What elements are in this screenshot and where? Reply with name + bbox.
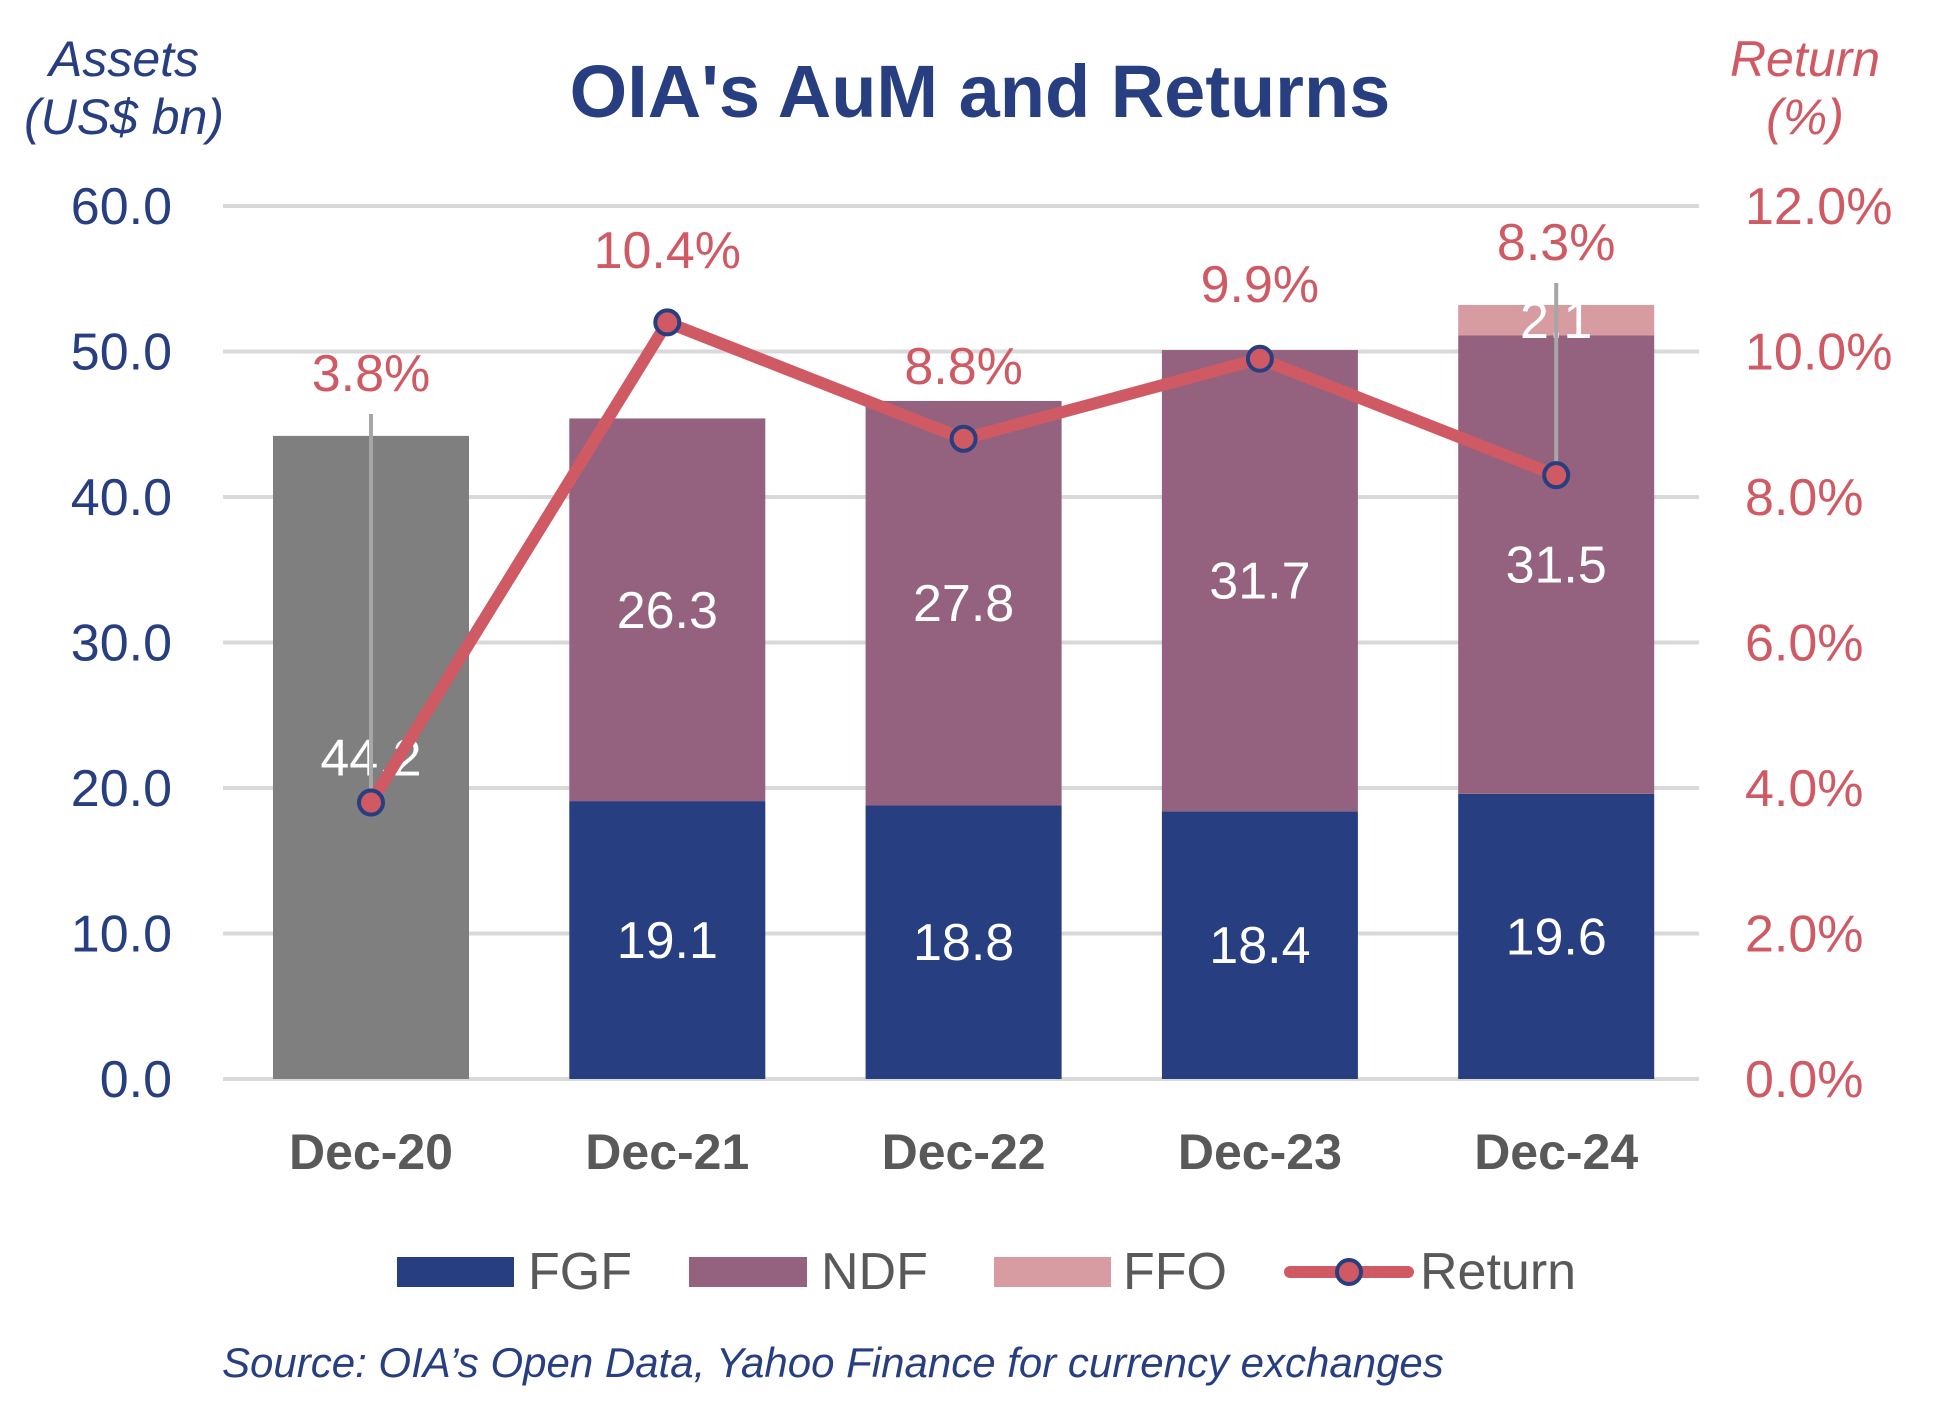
return-label-dec-24: 8.3% xyxy=(1497,214,1616,272)
return-marker-dec-21 xyxy=(653,308,682,337)
return-line-series xyxy=(357,308,1571,817)
right-tick-label: 2.0% xyxy=(1745,906,1864,964)
return-marker-dec-20 xyxy=(357,788,385,817)
left-tick-label: 20.0 xyxy=(71,760,172,818)
return-marker-dec-22 xyxy=(949,424,978,453)
right-tick-label: 10.0% xyxy=(1745,324,1892,382)
left-tick-label: 60.0 xyxy=(71,178,172,236)
right-tick-label: 8.0% xyxy=(1745,469,1864,527)
return-marker-dec-24 xyxy=(1542,461,1571,490)
bar-ndf-dec-23 xyxy=(1161,350,1358,812)
left-axis-ticks: 0.0 10.0 20.0 30.0 40.0 50.0 60.0 xyxy=(71,178,172,1109)
bar-fgf-dec-22 xyxy=(865,805,1062,1079)
legend-label-ffo: FFO xyxy=(1123,1243,1227,1301)
bar-fgf-dec-21 xyxy=(569,801,766,1079)
legend-item-return[interactable]: Return xyxy=(1284,1243,1576,1301)
return-data-labels: 3.8% 10.4% 8.8% 9.9% 8.3% xyxy=(312,214,1616,403)
bar-fgf-dec-24 xyxy=(1458,793,1655,1079)
leader-lines xyxy=(369,283,1559,803)
x-axis-label: Dec-22 xyxy=(882,1124,1046,1180)
bar-ndf-dec-22 xyxy=(865,400,1062,806)
right-tick-label: 6.0% xyxy=(1745,615,1864,673)
legend: FGF NDF FFO Return xyxy=(397,1243,1576,1301)
legend-swatch-fgf xyxy=(397,1257,514,1287)
legend-marker-return xyxy=(1335,1258,1363,1286)
right-tick-label: 12.0% xyxy=(1745,178,1892,236)
return-label-dec-21: 10.4% xyxy=(594,222,741,280)
return-label-dec-22: 8.8% xyxy=(904,338,1023,396)
left-tick-label: 40.0 xyxy=(71,469,172,527)
return-marker-dec-23 xyxy=(1245,344,1274,373)
data-label-ndf-dec-23: 31.7 xyxy=(1209,553,1310,611)
left-tick-label: 30.0 xyxy=(71,615,172,673)
legend-swatch-ffo xyxy=(994,1257,1111,1287)
left-tick-label: 50.0 xyxy=(71,324,172,382)
right-tick-label: 4.0% xyxy=(1745,760,1864,818)
right-tick-label: 0.0% xyxy=(1745,1051,1864,1109)
legend-label-return: Return xyxy=(1420,1243,1576,1301)
source-note: Source: OIA’s Open Data, Yahoo Finance f… xyxy=(222,1339,1444,1386)
legend-label-ndf: NDF xyxy=(821,1243,928,1301)
data-label-ndf-dec-21: 26.3 xyxy=(617,582,718,640)
right-axis-title-line2: (%) xyxy=(1766,89,1844,145)
left-axis-title-line1: Assets xyxy=(46,31,199,87)
bar-fgf-dec-23 xyxy=(1161,811,1358,1079)
data-label-fgf-dec-21: 19.1 xyxy=(617,912,718,970)
return-label-dec-20: 3.8% xyxy=(312,345,431,403)
data-label-fgf-dec-23: 18.4 xyxy=(1209,917,1310,975)
chart-title: OIA's AuM and Returns xyxy=(570,50,1391,133)
return-label-dec-23: 9.9% xyxy=(1201,256,1320,314)
legend-label-fgf: FGF xyxy=(528,1243,632,1301)
legend-item-ffo[interactable]: FFO xyxy=(994,1243,1227,1301)
legend-item-ndf[interactable]: NDF xyxy=(689,1243,928,1301)
x-axis-labels: Dec-20 Dec-21 Dec-22 Dec-23 Dec-24 xyxy=(289,1124,1638,1180)
legend-swatch-ndf xyxy=(689,1257,807,1287)
data-label-fgf-dec-24: 19.6 xyxy=(1506,908,1607,966)
data-label-fgf-dec-22: 18.8 xyxy=(913,914,1014,972)
x-axis-label: Dec-23 xyxy=(1178,1124,1342,1180)
bar-ndf-dec-21 xyxy=(569,418,766,802)
legend-item-fgf[interactable]: FGF xyxy=(397,1243,632,1301)
x-axis-label: Dec-21 xyxy=(585,1124,749,1180)
left-tick-label: 0.0 xyxy=(100,1051,172,1109)
data-label-ndf-dec-22: 27.8 xyxy=(913,575,1014,633)
x-axis-label: Dec-24 xyxy=(1474,1124,1638,1180)
left-axis-title-line2: (US$ bn) xyxy=(24,89,224,145)
right-axis-title-line1: Return xyxy=(1730,31,1880,87)
left-tick-label: 10.0 xyxy=(71,906,172,964)
bars xyxy=(273,304,1655,1079)
data-label-ndf-dec-24: 31.5 xyxy=(1506,537,1607,595)
right-axis-ticks: 0.0% 2.0% 4.0% 6.0% 8.0% 10.0% 12.0% xyxy=(1745,178,1892,1109)
x-axis-label: Dec-20 xyxy=(289,1124,453,1180)
